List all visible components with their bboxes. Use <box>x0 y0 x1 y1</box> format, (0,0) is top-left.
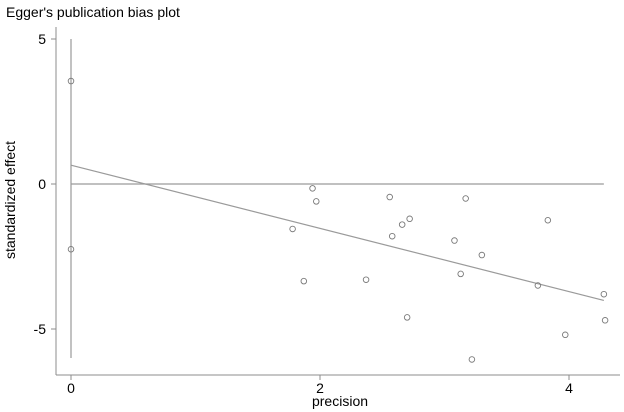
data-point <box>67 77 75 85</box>
data-point <box>462 195 469 202</box>
data-points <box>67 77 609 363</box>
data-point <box>562 331 569 339</box>
data-point <box>388 232 396 240</box>
data-point <box>468 356 476 363</box>
data-point <box>309 185 316 192</box>
data-point <box>478 251 486 259</box>
y-tick-label: 5 <box>38 31 46 47</box>
fit-lines <box>70 39 605 358</box>
data-point <box>403 314 411 321</box>
chart-title: Egger's publication bias plot <box>6 4 180 20</box>
y-tick-label: 0 <box>38 176 46 192</box>
y-tick-label: -5 <box>34 321 47 337</box>
y-axis-label: standardized effect <box>2 141 18 259</box>
data-point <box>457 270 464 278</box>
x-tick-label: 0 <box>67 380 75 396</box>
data-point <box>451 237 458 244</box>
data-point <box>300 277 308 285</box>
data-point <box>289 225 296 233</box>
data-point <box>534 282 542 289</box>
data-point <box>406 215 413 223</box>
data-point <box>362 276 370 283</box>
data-point <box>313 198 320 205</box>
data-point <box>386 193 393 201</box>
data-point <box>67 245 75 253</box>
axes: 5 0 -5 0 2 4 <box>34 27 620 396</box>
x-tick-label: 2 <box>316 380 324 396</box>
regression-line <box>70 164 605 302</box>
x-axis-label: precision <box>312 393 368 409</box>
x-tick-label: 4 <box>565 380 573 396</box>
data-point <box>398 221 406 228</box>
data-point <box>544 216 552 224</box>
data-point <box>601 317 609 324</box>
data-point <box>600 290 608 298</box>
